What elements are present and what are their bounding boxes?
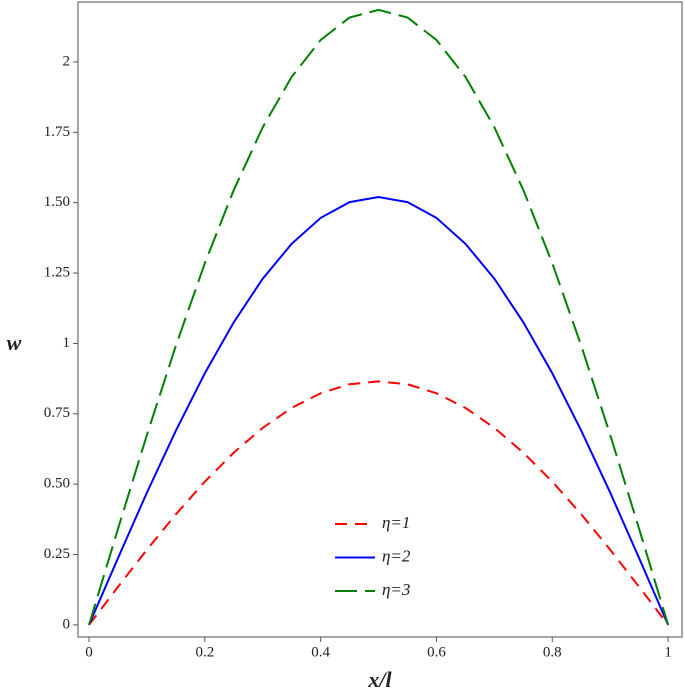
legend-label: η=1 [382, 513, 410, 532]
x-tick-label: 0.8 [543, 644, 562, 660]
y-axis-label: w [7, 330, 22, 355]
series-line [88, 196, 670, 626]
x-tick-label: 0 [85, 644, 93, 660]
plot-frame [77, 1, 683, 638]
legend-label: η=3 [382, 580, 410, 599]
legend-label: η=2 [382, 546, 411, 565]
y-tick-label: 1.50 [44, 194, 70, 210]
y-tick-label: 0 [63, 616, 71, 632]
y-tick-label: 1.25 [44, 264, 70, 280]
y-tick-label: 2 [63, 53, 71, 69]
x-axis-label: x/l [367, 667, 392, 692]
y-tick-label: 0.50 [44, 476, 70, 492]
y-tick-label: 1.75 [44, 124, 70, 140]
y-tick-label: 0.25 [44, 546, 70, 562]
series-line [88, 8, 670, 626]
x-tick-label: 0.2 [195, 644, 214, 660]
x-tick-label: 0.4 [311, 644, 330, 660]
x-tick-label: 1 [664, 644, 672, 660]
y-tick-label: 1 [63, 335, 71, 351]
series-line [88, 380, 669, 626]
y-tick-label: 0.75 [44, 405, 70, 421]
x-tick-label: 0.6 [427, 644, 446, 660]
